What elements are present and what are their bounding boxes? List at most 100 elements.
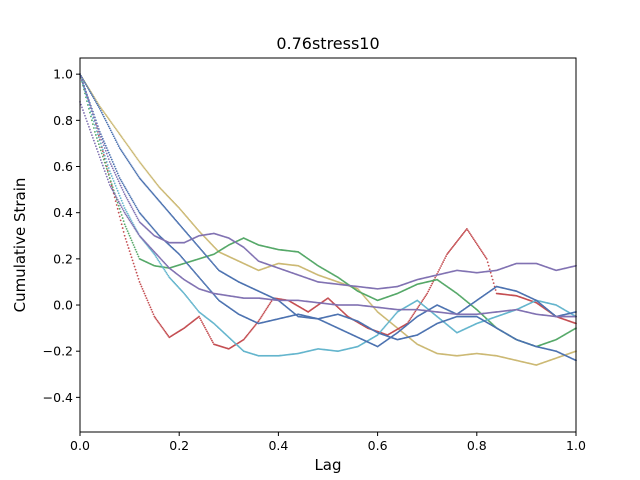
y-tick-label: −0.4 xyxy=(43,390,73,405)
data-point xyxy=(461,234,463,237)
data-point xyxy=(452,245,454,248)
data-point xyxy=(124,187,127,190)
data-point xyxy=(270,300,273,303)
data-point xyxy=(462,233,464,235)
data-point xyxy=(162,267,165,269)
data-point xyxy=(104,119,107,122)
data-point xyxy=(439,267,441,269)
data-point xyxy=(123,140,126,143)
y-tick-label: 0.6 xyxy=(53,159,73,174)
data-point xyxy=(97,153,100,156)
data-point xyxy=(460,235,462,238)
data-point xyxy=(134,228,137,231)
data-point xyxy=(108,119,111,122)
data-point xyxy=(156,257,159,260)
data-point xyxy=(94,127,97,129)
data-point xyxy=(107,174,110,176)
data-point xyxy=(113,137,116,140)
data-point xyxy=(126,159,129,161)
x-tick-label: 0.6 xyxy=(368,438,388,453)
data-point xyxy=(254,323,257,326)
data-point xyxy=(447,252,449,254)
data-point xyxy=(474,241,477,244)
x-tick-label: 0.0 xyxy=(70,438,90,453)
data-point xyxy=(118,215,121,218)
data-point xyxy=(475,242,478,245)
data-point xyxy=(134,204,137,207)
data-point xyxy=(92,136,94,139)
data-point xyxy=(157,185,160,187)
data-point xyxy=(111,186,114,189)
data-point xyxy=(102,115,105,118)
data-point xyxy=(115,197,118,199)
data-point xyxy=(114,195,117,197)
data-point xyxy=(124,141,127,144)
data-point xyxy=(154,317,157,319)
data-point xyxy=(119,178,122,181)
data-point xyxy=(141,164,144,167)
data-point xyxy=(133,246,136,249)
data-point xyxy=(98,139,101,142)
data-point xyxy=(161,265,164,268)
data-point xyxy=(482,253,485,256)
data-point xyxy=(106,149,109,152)
data-point xyxy=(189,299,192,302)
data-point xyxy=(198,315,200,318)
data-point xyxy=(119,204,122,207)
data-point xyxy=(269,301,272,304)
data-point xyxy=(123,223,126,226)
data-point xyxy=(137,233,140,236)
data-point xyxy=(136,158,139,161)
data-point xyxy=(450,248,452,251)
data-point xyxy=(410,316,413,319)
data-point xyxy=(95,124,98,127)
data-point xyxy=(98,146,101,149)
data-point xyxy=(158,322,161,325)
data-point xyxy=(164,330,167,333)
data-point xyxy=(131,151,134,154)
data-point xyxy=(94,122,97,124)
data-point xyxy=(85,83,87,86)
data-point xyxy=(137,175,140,178)
data-point xyxy=(93,142,96,145)
data-point xyxy=(422,298,425,301)
data-point xyxy=(117,204,120,207)
data-point xyxy=(142,290,145,293)
data-point xyxy=(130,206,133,209)
data-point xyxy=(201,321,203,324)
data-point xyxy=(99,159,102,161)
data-point xyxy=(92,139,95,142)
data-point xyxy=(101,155,104,158)
y-tick-label: 0.0 xyxy=(53,298,73,313)
data-point xyxy=(260,315,263,318)
data-point xyxy=(152,178,155,181)
data-point xyxy=(118,147,121,149)
data-point xyxy=(141,287,144,290)
series-3 xyxy=(79,73,577,348)
data-point xyxy=(457,239,459,242)
data-point xyxy=(131,208,134,210)
data-point xyxy=(131,259,134,262)
data-point xyxy=(105,160,108,163)
data-point xyxy=(120,150,123,152)
data-point xyxy=(129,253,132,256)
y-tick-label: 0.4 xyxy=(53,205,73,220)
data-point xyxy=(131,224,134,226)
data-point xyxy=(210,337,212,340)
data-point xyxy=(87,97,89,100)
data-point xyxy=(104,172,107,175)
data-point xyxy=(127,200,130,203)
data-point xyxy=(157,259,160,262)
data-point xyxy=(120,186,123,189)
data-point xyxy=(115,204,118,206)
data-point xyxy=(134,155,137,158)
data-point xyxy=(120,136,123,138)
data-point xyxy=(115,176,118,178)
data-point xyxy=(183,292,186,295)
data-point xyxy=(479,248,482,251)
data-point xyxy=(129,237,132,239)
data-point xyxy=(152,313,155,316)
data-point xyxy=(107,167,110,169)
data-point xyxy=(124,225,127,228)
